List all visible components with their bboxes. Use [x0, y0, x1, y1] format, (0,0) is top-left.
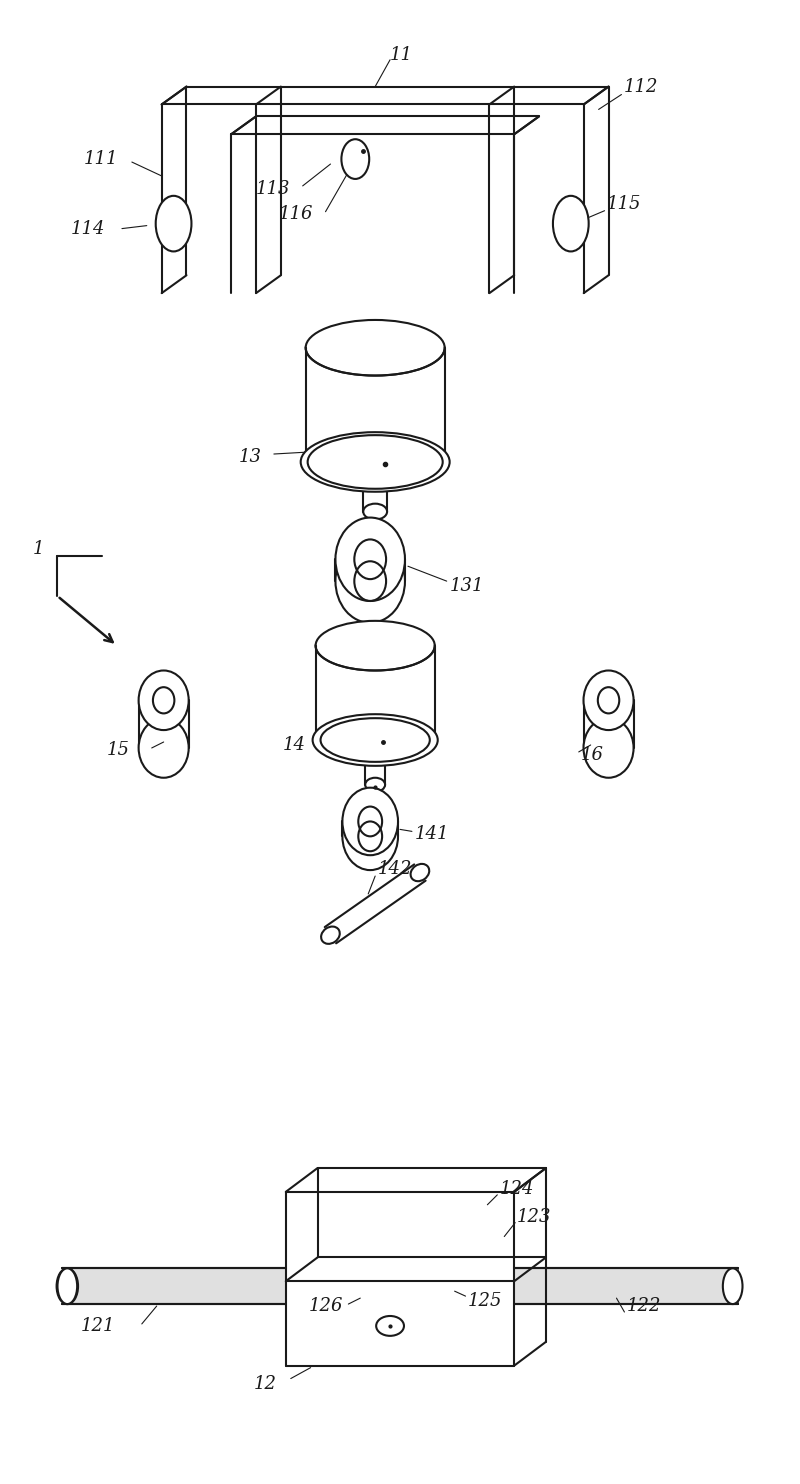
Ellipse shape: [583, 671, 634, 730]
Text: 14: 14: [283, 736, 306, 754]
Text: 13: 13: [239, 448, 262, 466]
Text: 11: 11: [390, 46, 413, 64]
Text: 131: 131: [450, 577, 484, 595]
Text: 124: 124: [499, 1180, 534, 1198]
Bar: [67, 1269, 286, 1304]
Ellipse shape: [301, 432, 450, 491]
Ellipse shape: [410, 864, 430, 881]
Ellipse shape: [313, 714, 438, 766]
Ellipse shape: [315, 620, 434, 671]
Ellipse shape: [366, 778, 385, 791]
Ellipse shape: [58, 1269, 77, 1304]
Ellipse shape: [138, 671, 189, 730]
Ellipse shape: [553, 196, 589, 251]
Text: 112: 112: [623, 77, 658, 95]
Text: 141: 141: [415, 825, 450, 843]
Text: 123: 123: [517, 1208, 552, 1226]
Ellipse shape: [342, 139, 370, 180]
Ellipse shape: [57, 1269, 78, 1304]
Text: 122: 122: [626, 1297, 661, 1315]
Text: 121: 121: [80, 1316, 114, 1336]
Bar: [514, 1269, 738, 1304]
Ellipse shape: [156, 196, 191, 251]
Text: 114: 114: [70, 220, 105, 237]
Text: 16: 16: [581, 746, 604, 764]
Text: 126: 126: [309, 1297, 343, 1315]
Ellipse shape: [342, 803, 398, 870]
Text: 15: 15: [107, 741, 130, 758]
Ellipse shape: [306, 321, 445, 375]
Ellipse shape: [342, 788, 398, 855]
Ellipse shape: [363, 503, 387, 519]
Text: 113: 113: [256, 180, 290, 197]
Ellipse shape: [583, 718, 634, 778]
Text: 111: 111: [84, 150, 118, 168]
Ellipse shape: [138, 718, 189, 778]
Text: 125: 125: [467, 1293, 502, 1310]
Text: 12: 12: [254, 1374, 277, 1392]
Text: 115: 115: [606, 194, 641, 212]
Text: 116: 116: [279, 205, 314, 223]
Text: 1: 1: [33, 540, 44, 558]
Ellipse shape: [335, 518, 405, 601]
Text: 142: 142: [378, 861, 413, 879]
Ellipse shape: [723, 1269, 742, 1304]
Ellipse shape: [335, 539, 405, 623]
Ellipse shape: [321, 926, 340, 944]
